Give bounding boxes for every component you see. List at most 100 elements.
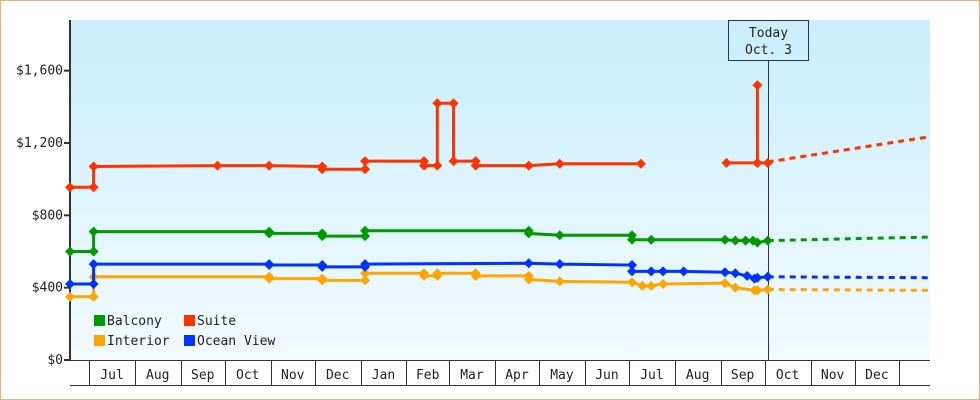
data-point-suite [419, 160, 430, 171]
data-point-ocean-view [762, 271, 773, 282]
series-interior [65, 268, 931, 302]
data-point-balcony [88, 226, 99, 237]
data-point-suite [212, 160, 223, 171]
data-point-interior [360, 268, 371, 279]
data-point-interior [627, 277, 638, 288]
data-point-balcony [264, 228, 275, 239]
data-point-suite [360, 164, 371, 175]
legend-item-balcony: Balcony [94, 314, 162, 329]
data-point-ocean-view [646, 266, 657, 277]
x-tick-label: Oct [776, 368, 799, 383]
data-point-ocean-view [554, 259, 565, 270]
data-point-balcony [317, 231, 328, 242]
data-point-suite [88, 182, 99, 193]
today-label: Today [749, 26, 788, 41]
data-point-balcony [360, 231, 371, 242]
data-point-ocean-view [627, 260, 638, 271]
x-tick-label: May [550, 368, 574, 383]
x-tick-label: Nov [281, 368, 305, 383]
data-point-balcony [88, 246, 99, 257]
data-point-balcony [719, 234, 730, 245]
forecast-line-interior [767, 287, 931, 292]
data-point-balcony [360, 225, 371, 236]
x-tick-label: Aug [146, 368, 169, 383]
data-point-interior [730, 282, 741, 293]
x-tick-label: Jul [100, 368, 123, 383]
y-tick-label: $1,200 [16, 136, 63, 151]
forecast-line-ocean-view [767, 275, 931, 280]
y-tick-label: $400 [32, 281, 63, 296]
x-tick-label: Feb [416, 368, 440, 383]
legend-item-ocean-view: Ocean View [184, 334, 275, 349]
data-point-suite [448, 98, 459, 109]
x-tick-label: Aug [686, 368, 709, 383]
legend-swatch-balcony [94, 315, 105, 326]
x-tick-label: Sep [731, 368, 755, 383]
legend-label-interior: Interior [107, 334, 170, 349]
data-point-suite [752, 80, 763, 91]
data-point-suite [317, 164, 328, 175]
forecast-line-suite [767, 135, 931, 164]
data-point-interior [264, 273, 275, 284]
x-tick-label: Jun [595, 368, 618, 383]
data-point-interior [470, 270, 481, 281]
data-point-ocean-view [264, 260, 275, 271]
data-point-balcony [752, 237, 763, 248]
data-point-interior [65, 291, 75, 302]
legend-label-ocean-view: Ocean View [197, 334, 275, 349]
data-point-interior [523, 274, 534, 285]
data-point-ocean-view [523, 258, 534, 269]
data-point-interior [658, 279, 669, 290]
series-suite [65, 80, 931, 193]
data-point-ocean-view [719, 267, 730, 278]
x-tick-label: Oct [236, 368, 259, 383]
data-point-balcony [627, 234, 638, 245]
today-box [728, 20, 809, 61]
data-point-ocean-view [88, 259, 99, 270]
data-point-balcony [554, 230, 565, 241]
x-tick-label: Dec [865, 368, 888, 383]
data-point-balcony [65, 246, 75, 257]
x-tick-label: Sep [191, 368, 215, 383]
data-point-suite [448, 156, 459, 167]
data-point-balcony [730, 235, 741, 246]
data-point-ocean-view [627, 266, 638, 277]
data-point-interior [637, 280, 648, 291]
forecast-line-balcony [767, 235, 931, 243]
data-point-suite [721, 157, 732, 168]
data-point-suite [65, 182, 75, 193]
data-point-ocean-view [658, 266, 669, 277]
legend-label-balcony: Balcony [107, 314, 162, 329]
data-point-ocean-view [742, 270, 753, 281]
data-point-suite [88, 161, 99, 172]
data-point-ocean-view [360, 259, 371, 270]
data-point-ocean-view [65, 279, 75, 290]
data-point-interior [317, 275, 328, 286]
data-point-ocean-view [678, 266, 689, 277]
legend-item-interior: Interior [94, 334, 170, 349]
data-point-interior [554, 276, 565, 287]
data-point-suite [554, 158, 565, 169]
legend-swatch-suite [184, 315, 195, 326]
data-point-interior [719, 278, 730, 289]
data-point-balcony [762, 235, 773, 246]
x-tick-label: Apr [505, 368, 529, 383]
today-date: Oct. 3 [745, 43, 792, 58]
data-point-interior [752, 285, 763, 296]
x-tick-label: Dec [326, 368, 349, 383]
data-point-suite [264, 160, 275, 171]
plot-area [70, 20, 930, 360]
data-point-ocean-view [730, 268, 741, 279]
data-point-suite [470, 160, 481, 171]
y-tick-label: $800 [32, 208, 63, 223]
data-point-ocean-view [752, 272, 763, 283]
legend-swatch-ocean-view [184, 335, 195, 346]
data-point-interior [88, 291, 99, 302]
data-point-suite [432, 160, 443, 171]
data-point-ocean-view [317, 261, 328, 272]
x-tick-label: Nov [821, 368, 845, 383]
data-point-balcony [523, 228, 534, 239]
data-point-interior [432, 268, 443, 279]
x-tick-label: Mar [460, 368, 484, 383]
